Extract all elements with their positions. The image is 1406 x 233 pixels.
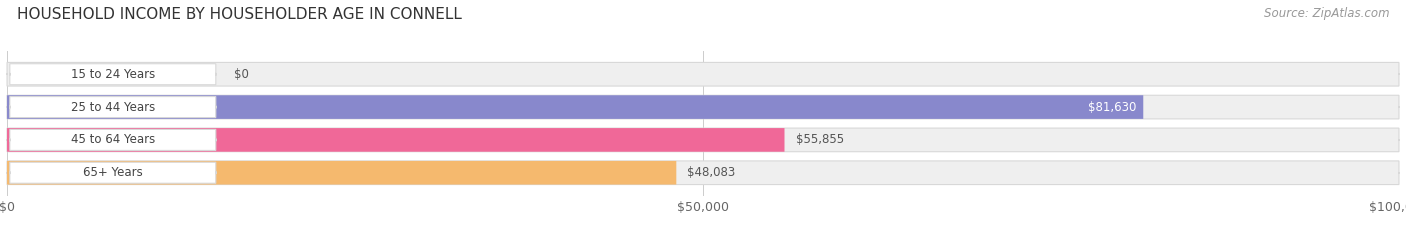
FancyBboxPatch shape xyxy=(7,62,1399,86)
Text: 45 to 64 Years: 45 to 64 Years xyxy=(70,134,155,146)
Text: 65+ Years: 65+ Years xyxy=(83,166,142,179)
FancyBboxPatch shape xyxy=(7,95,1399,119)
Text: HOUSEHOLD INCOME BY HOUSEHOLDER AGE IN CONNELL: HOUSEHOLD INCOME BY HOUSEHOLDER AGE IN C… xyxy=(17,7,461,22)
FancyBboxPatch shape xyxy=(7,128,785,152)
Text: Source: ZipAtlas.com: Source: ZipAtlas.com xyxy=(1264,7,1389,20)
FancyBboxPatch shape xyxy=(10,162,217,183)
FancyBboxPatch shape xyxy=(10,64,217,85)
Text: $0: $0 xyxy=(233,68,249,81)
FancyBboxPatch shape xyxy=(10,129,217,151)
FancyBboxPatch shape xyxy=(7,161,1399,185)
Text: $55,855: $55,855 xyxy=(796,134,844,146)
FancyBboxPatch shape xyxy=(7,161,676,185)
FancyBboxPatch shape xyxy=(10,96,217,118)
Text: 25 to 44 Years: 25 to 44 Years xyxy=(70,101,155,113)
FancyBboxPatch shape xyxy=(7,95,1143,119)
Text: 15 to 24 Years: 15 to 24 Years xyxy=(70,68,155,81)
FancyBboxPatch shape xyxy=(7,128,1399,152)
Text: $48,083: $48,083 xyxy=(688,166,735,179)
Text: $81,630: $81,630 xyxy=(1088,101,1136,113)
